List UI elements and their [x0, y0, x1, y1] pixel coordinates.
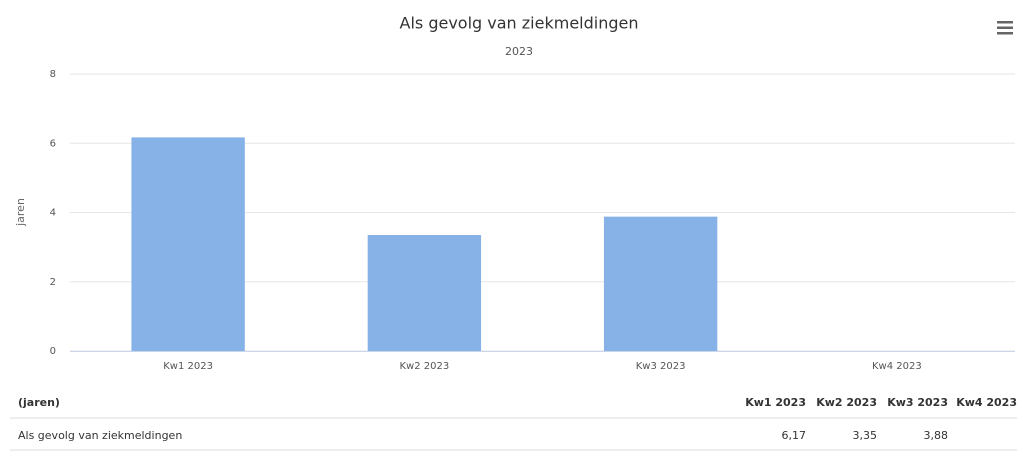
- y-axis-label: jaren: [14, 198, 27, 227]
- menu-icon-line[interactable]: [997, 21, 1013, 24]
- table-row-label: Als gevolg van ziekmeldingen: [18, 429, 182, 442]
- table-column-header: Kw1 2023: [745, 396, 806, 409]
- table-column-header: Kw3 2023: [887, 396, 948, 409]
- menu-icon-line[interactable]: [997, 26, 1013, 30]
- table-column-header: Kw4 2023: [956, 396, 1017, 409]
- menu-button[interactable]: [996, 19, 1014, 37]
- y-tick-label: 0: [50, 346, 56, 357]
- chart-subtitle: 2023: [505, 45, 533, 58]
- table-column-header: Kw2 2023: [816, 396, 877, 409]
- table-cell: 3,35: [853, 429, 878, 442]
- bar: [131, 137, 245, 351]
- bar: [367, 235, 482, 351]
- menu-icon-line[interactable]: [997, 32, 1013, 35]
- x-tick-label: Kw4 2023: [872, 361, 922, 372]
- y-tick-label: 4: [50, 208, 56, 219]
- table-header: (jaren): [18, 396, 60, 409]
- x-tick-label: Kw1 2023: [163, 361, 213, 372]
- chart-title: Als gevolg van ziekmeldingen: [400, 14, 639, 33]
- y-tick-label: 6: [50, 138, 56, 149]
- table-cell: 6,17: [782, 429, 807, 442]
- y-tick-label: 2: [50, 277, 56, 288]
- bar: [603, 216, 718, 351]
- x-tick-label: Kw2 2023: [400, 361, 450, 372]
- y-tick-label: 8: [50, 69, 56, 80]
- x-tick-label: Kw3 2023: [636, 361, 686, 372]
- table-cell: 3,88: [924, 429, 949, 442]
